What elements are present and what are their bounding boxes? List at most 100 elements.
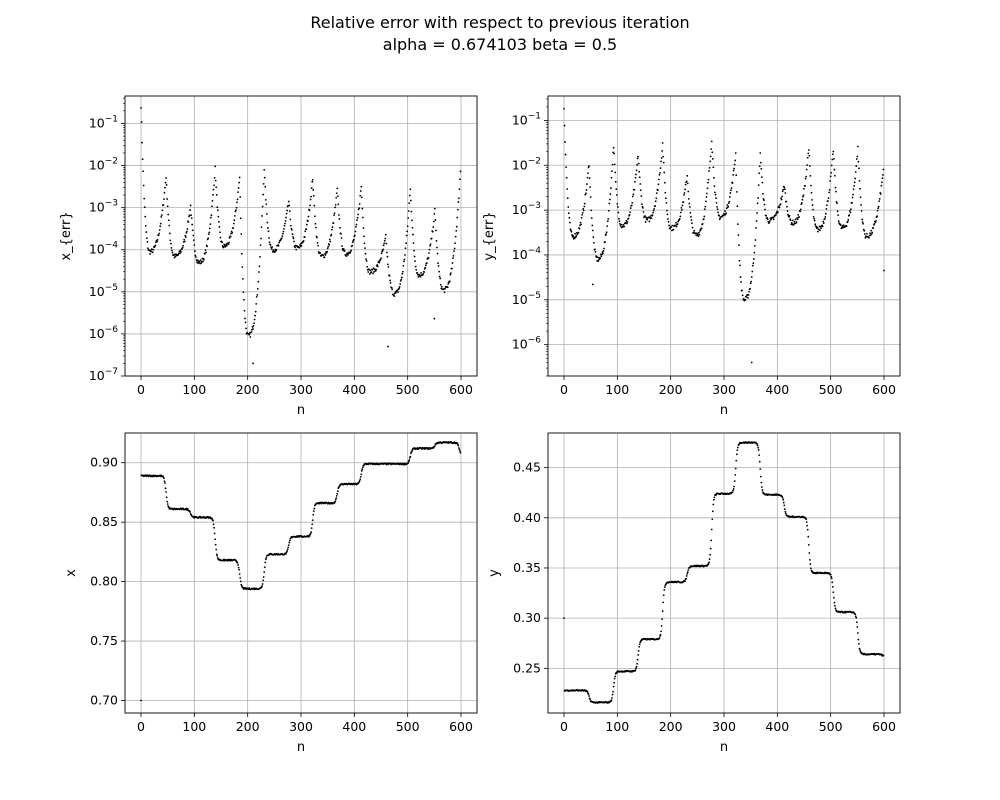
data-point	[566, 197, 569, 200]
data-point	[444, 287, 446, 290]
data-point	[706, 187, 709, 190]
data-point	[440, 285, 443, 288]
data-point	[334, 498, 337, 501]
data-point	[383, 239, 386, 242]
data-point	[591, 224, 594, 227]
data-point	[157, 234, 160, 237]
data-point	[686, 571, 689, 574]
data-point	[457, 444, 460, 447]
data-point	[685, 575, 688, 577]
data-point	[143, 197, 146, 200]
data-point	[254, 314, 257, 317]
data-point	[252, 324, 255, 327]
data-point	[735, 459, 738, 462]
data-point	[810, 567, 812, 570]
data-point	[169, 239, 172, 242]
data-point	[311, 519, 314, 522]
data-point	[831, 158, 834, 161]
data-point	[254, 310, 257, 313]
data-point	[880, 184, 883, 187]
data-point	[603, 247, 605, 250]
data-point	[589, 186, 592, 188]
data-point	[406, 225, 409, 228]
data-point	[734, 152, 737, 154]
data-point	[736, 446, 739, 449]
data-point	[209, 223, 212, 226]
data-point	[735, 190, 738, 193]
data-point	[266, 221, 269, 224]
data-point	[747, 294, 750, 296]
data-point	[432, 220, 435, 223]
data-point	[878, 197, 881, 200]
data-point	[384, 233, 387, 236]
data-point	[357, 213, 359, 216]
data-point	[213, 176, 216, 179]
data-point	[679, 211, 682, 214]
data-point	[747, 296, 749, 299]
data-point	[311, 180, 314, 183]
y-tick-label: 10−2	[512, 156, 541, 172]
x-tick-label: 0	[137, 382, 145, 397]
data-point	[240, 233, 243, 235]
data-point	[435, 240, 438, 242]
data-point	[749, 282, 752, 285]
data-point	[759, 468, 762, 471]
data-point	[733, 480, 736, 483]
x-tick-label: 200	[659, 382, 683, 397]
data-point	[766, 217, 769, 219]
data-point	[214, 538, 217, 541]
data-point	[168, 224, 171, 227]
data-point	[424, 266, 427, 269]
data-point	[427, 257, 430, 260]
data-point	[212, 193, 214, 196]
data-point	[859, 649, 861, 652]
data-point	[707, 181, 709, 184]
data-point	[311, 179, 314, 181]
data-point	[345, 255, 348, 258]
data-point	[404, 247, 407, 250]
data-point	[340, 237, 343, 239]
data-point	[363, 242, 366, 245]
data-point	[809, 174, 812, 177]
data-point	[245, 327, 247, 330]
data-point	[159, 222, 162, 225]
data-point	[313, 204, 316, 207]
data-point	[182, 244, 185, 247]
data-point	[403, 258, 406, 261]
data-point	[629, 207, 632, 209]
data-point	[860, 204, 862, 206]
data-point	[805, 521, 808, 523]
data-point	[156, 240, 158, 243]
data-point	[678, 217, 681, 220]
data-point	[606, 220, 609, 223]
data-point	[802, 195, 804, 198]
data-point	[599, 257, 602, 259]
data-point	[731, 491, 734, 494]
data-point	[684, 183, 687, 186]
data-point	[184, 236, 187, 238]
data-point	[646, 218, 649, 221]
x-tick-label: 500	[396, 719, 420, 734]
data-point	[235, 209, 237, 212]
data-point	[233, 214, 236, 217]
data-point	[805, 175, 808, 178]
data-point	[225, 244, 228, 247]
data-point	[263, 176, 266, 179]
data-point	[205, 251, 207, 254]
data-point	[190, 217, 193, 219]
data-point	[286, 209, 289, 212]
data-point	[304, 230, 307, 233]
data-point	[269, 244, 272, 246]
data-point	[237, 187, 240, 189]
data-point	[449, 273, 452, 276]
data-point	[733, 167, 736, 170]
data-point	[582, 208, 585, 210]
data-point	[355, 223, 358, 226]
data-point	[608, 198, 611, 201]
data-point	[754, 239, 757, 241]
data-point	[758, 454, 761, 457]
data-point	[688, 206, 691, 208]
data-point	[877, 207, 880, 210]
data-point	[428, 252, 430, 254]
data-point	[459, 170, 462, 173]
